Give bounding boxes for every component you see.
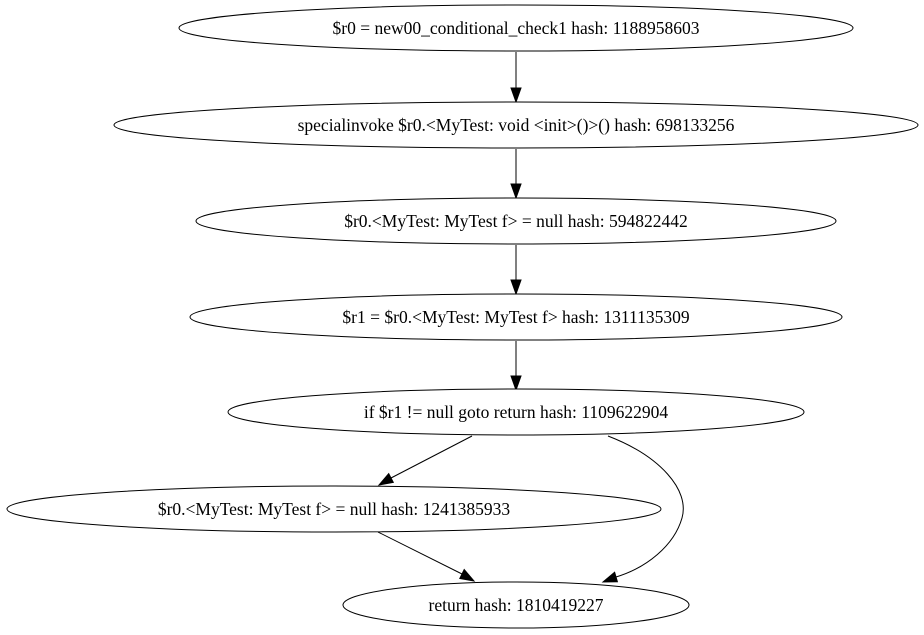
node-label: $r0.<MyTest: MyTest f> = null hash: 5948… xyxy=(344,211,688,231)
node-label: $r0.<MyTest: MyTest f> = null hash: 1241… xyxy=(158,499,511,519)
graph-node-n4: if $r1 != null goto return hash: 1109622… xyxy=(227,388,805,436)
graph-node-n1: specialinvoke $r0.<MyTest: void <init>()… xyxy=(113,101,919,149)
graph-node-n5: $r0.<MyTest: MyTest f> = null hash: 1241… xyxy=(6,485,662,533)
edge-n3-n4 xyxy=(510,341,522,392)
graph-node-n2: $r0.<MyTest: MyTest f> = null hash: 5948… xyxy=(195,197,837,245)
edges xyxy=(377,52,684,583)
edge-n2-n3 xyxy=(510,245,522,296)
node-label: specialinvoke $r0.<MyTest: void <init>()… xyxy=(298,115,735,135)
node-label: $r1 = $r0.<MyTest: MyTest f> hash: 13111… xyxy=(342,307,689,327)
node-label: $r0 = new00_conditional_check1 hash: 118… xyxy=(333,18,700,38)
graph-node-n6: return hash: 1810419227 xyxy=(342,581,690,629)
edge-n1-n2 xyxy=(510,149,522,200)
node-label: return hash: 1810419227 xyxy=(429,595,604,615)
edge-n0-n1 xyxy=(510,52,522,104)
edge-n4-n5 xyxy=(377,435,473,486)
nodes: $r0 = new00_conditional_check1 hash: 118… xyxy=(6,4,919,629)
edge-n5-n6 xyxy=(377,531,476,582)
node-label: if $r1 != null goto return hash: 1109622… xyxy=(364,402,669,422)
graph-node-n3: $r1 = $r0.<MyTest: MyTest f> hash: 13111… xyxy=(189,293,843,341)
graph-node-n0: $r0 = new00_conditional_check1 hash: 118… xyxy=(178,4,854,52)
edge-n4-n6 xyxy=(601,435,684,583)
